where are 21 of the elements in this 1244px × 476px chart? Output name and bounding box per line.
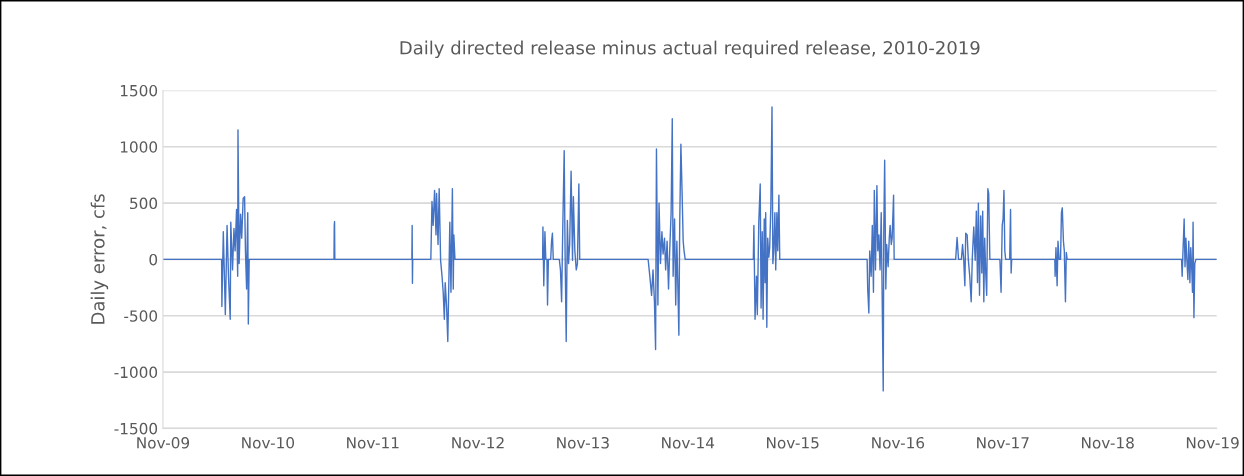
x-tick-label: Nov-17 bbox=[977, 437, 1029, 449]
x-tick-label: Nov-19 bbox=[1186, 437, 1239, 449]
x-tick-label: Nov-18 bbox=[1082, 437, 1134, 449]
x-tick-label: Nov-14 bbox=[662, 437, 715, 449]
y-tick-label: -1000 bbox=[114, 366, 158, 379]
x-tick-label: Nov-16 bbox=[872, 437, 925, 449]
x-tick-label: Nov-10 bbox=[242, 437, 295, 449]
x-tick-label: Nov-15 bbox=[767, 437, 819, 449]
x-tick-label: Nov-11 bbox=[347, 437, 399, 449]
y-tick-label: 1000 bbox=[120, 141, 158, 153]
x-tick-label: Nov-09 bbox=[137, 437, 190, 449]
y-tick-label: -1500 bbox=[114, 422, 158, 435]
y-tick-label: 500 bbox=[130, 197, 158, 210]
y-tick-label: -500 bbox=[124, 310, 158, 322]
y-tick-label: 0 bbox=[149, 253, 158, 266]
line-series bbox=[162, 106, 1217, 392]
y-tick-label: 1500 bbox=[120, 84, 158, 97]
y-axis-title: Daily error, cfs bbox=[90, 194, 109, 324]
chart-title: Daily directed release minus actual required release, 2010-2019 bbox=[400, 40, 980, 59]
x-tick-label: Nov-13 bbox=[557, 437, 609, 449]
x-tick-label: Nov-12 bbox=[452, 437, 504, 449]
